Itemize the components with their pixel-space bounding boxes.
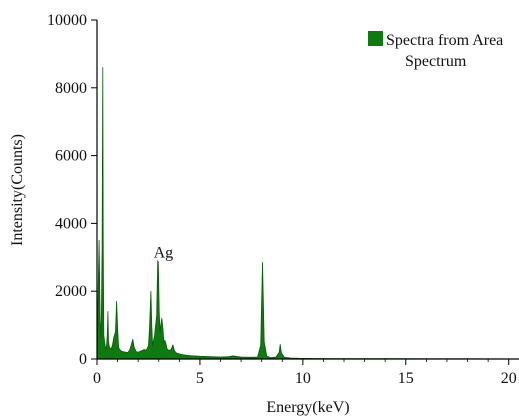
x-tick-label: 5 xyxy=(196,370,204,387)
y-axis-ticks: 0 2000 4000 6000 8000 10000 xyxy=(47,12,97,368)
y-tick-label: 10000 xyxy=(47,12,87,29)
y-tick-label: 2000 xyxy=(55,283,87,300)
x-tick-label: 0 xyxy=(93,370,101,387)
legend: Spectra from Area Spectrum xyxy=(368,31,503,70)
x-tick-label: 10 xyxy=(295,370,311,387)
legend-label-line2: Spectrum xyxy=(405,53,467,70)
y-tick-label: 4000 xyxy=(55,215,87,232)
legend-label-line1: Spectra from Area xyxy=(386,32,503,49)
x-tick-label: 20 xyxy=(501,370,517,387)
x-tick-label: 15 xyxy=(398,370,414,387)
peak-annotation: Ag xyxy=(154,244,174,261)
y-tick-label: 0 xyxy=(79,351,87,368)
y-axis-title: Intensity(Counts) xyxy=(9,134,26,246)
y-tick-label: 8000 xyxy=(55,80,87,97)
spectrum-area xyxy=(96,67,519,360)
axes xyxy=(96,20,519,360)
x-axis-title: Energy(keV) xyxy=(266,399,349,416)
x-axis-ticks: 0 5 10 15 20 xyxy=(93,359,517,387)
annotations: Ag xyxy=(154,244,174,261)
plot-area xyxy=(96,67,519,360)
legend-swatch xyxy=(368,31,383,46)
y-tick-label: 6000 xyxy=(55,148,87,165)
